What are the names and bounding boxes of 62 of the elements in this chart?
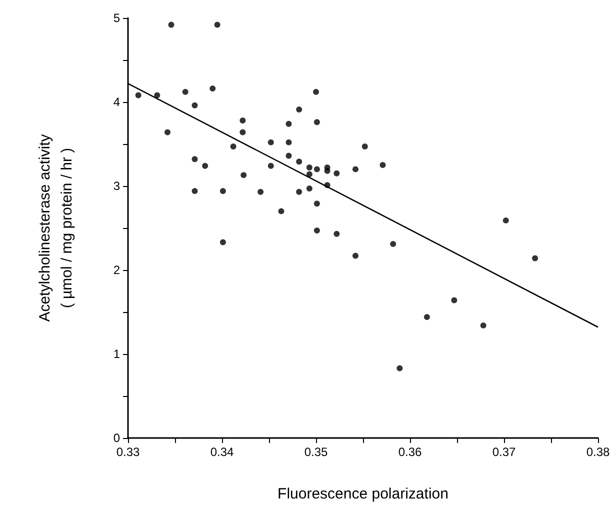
x-axis-title: Fluorescence polarization bbox=[278, 486, 448, 502]
x-tick-label: 0.38 bbox=[586, 445, 610, 459]
point bbox=[532, 255, 538, 262]
point bbox=[214, 22, 220, 28]
point bbox=[258, 188, 264, 195]
point bbox=[164, 129, 170, 136]
x-tick-label: 0.33 bbox=[116, 445, 140, 459]
point bbox=[314, 119, 320, 126]
point bbox=[306, 164, 312, 171]
point bbox=[268, 162, 274, 169]
x-tick-label: 0.34 bbox=[210, 445, 234, 459]
y-axis-title: Acetylcholinesterase activity ( µmol / mg protein / hr ) bbox=[36, 134, 76, 322]
point bbox=[314, 166, 320, 172]
point bbox=[220, 239, 226, 246]
y-tick-label: 4 bbox=[113, 95, 120, 109]
x-tick-label: 0.35 bbox=[304, 445, 328, 459]
point bbox=[296, 106, 302, 113]
point bbox=[314, 200, 320, 207]
point bbox=[192, 188, 198, 194]
point bbox=[380, 162, 386, 168]
point bbox=[192, 102, 198, 108]
point bbox=[480, 322, 486, 328]
point bbox=[168, 22, 174, 28]
point bbox=[192, 156, 198, 162]
point bbox=[135, 92, 142, 98]
y-tick-label: 0 bbox=[113, 431, 120, 445]
y-tick-label: 3 bbox=[113, 179, 120, 193]
point bbox=[240, 172, 247, 178]
point bbox=[390, 240, 396, 247]
point bbox=[313, 88, 319, 95]
point bbox=[202, 162, 208, 169]
point bbox=[396, 365, 403, 372]
point bbox=[278, 208, 284, 214]
point bbox=[451, 297, 458, 304]
point bbox=[286, 139, 292, 146]
point bbox=[334, 230, 340, 237]
point bbox=[334, 170, 340, 176]
point bbox=[230, 144, 236, 150]
y-tick-label: 1 bbox=[113, 347, 120, 361]
y-tick-label: 2 bbox=[113, 263, 120, 277]
point bbox=[240, 129, 246, 136]
point bbox=[314, 228, 320, 234]
point bbox=[296, 158, 302, 165]
point bbox=[286, 152, 292, 159]
point bbox=[502, 217, 509, 224]
x-tick-label: 0.36 bbox=[398, 445, 422, 459]
point bbox=[352, 252, 358, 259]
point bbox=[268, 139, 274, 146]
point bbox=[182, 88, 188, 95]
point bbox=[306, 186, 312, 192]
y-tick-label: 5 bbox=[113, 11, 120, 25]
point bbox=[240, 117, 246, 124]
point bbox=[210, 86, 216, 92]
point bbox=[362, 144, 368, 150]
point bbox=[220, 188, 226, 194]
x-tick-label: 0.37 bbox=[492, 445, 516, 459]
point bbox=[296, 188, 302, 195]
point bbox=[424, 314, 430, 320]
point bbox=[324, 168, 330, 174]
point bbox=[286, 120, 292, 127]
point bbox=[154, 92, 160, 98]
point bbox=[352, 166, 358, 172]
